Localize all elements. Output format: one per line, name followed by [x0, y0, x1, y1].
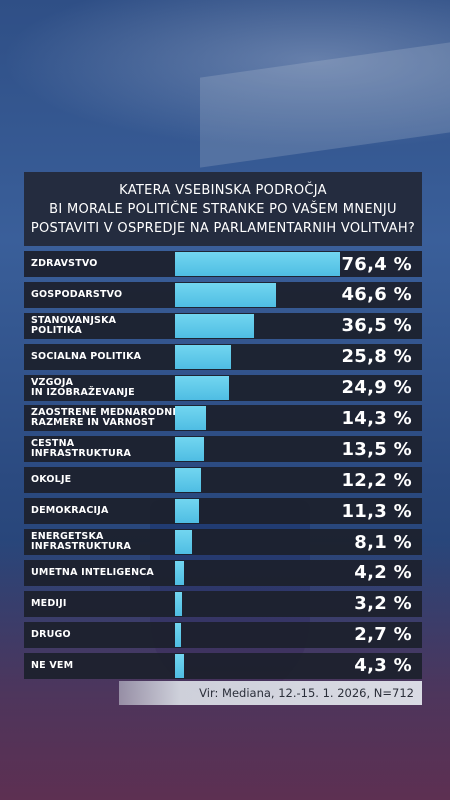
bar — [175, 437, 205, 462]
category-label: CESTNA INFRASTRUKTURA — [31, 438, 132, 460]
value-label: 36,5 % — [341, 315, 412, 337]
category-label: STANOVANJSKA POLITIKA — [31, 314, 117, 336]
bar — [175, 591, 182, 616]
value-label: 46,6 % — [341, 284, 412, 306]
chart-row: DRUGO 2,7 % — [24, 621, 422, 648]
category-label: SOCIALNA POLITIKA — [31, 350, 142, 362]
value-label: 25,8 % — [341, 346, 412, 368]
chart-row: STANOVANJSKA POLITIKA 36,5 % — [24, 312, 422, 339]
background-glow — [0, 0, 450, 150]
category-label: ZAOSTRENE MEDNARODNE RAZMERE IN VARNOST — [31, 407, 180, 429]
category-label: NE VEM — [31, 659, 74, 671]
bar — [175, 375, 229, 400]
chart-row: CESTNA INFRASTRUKTURA 13,5 % — [24, 436, 422, 463]
chart-row: GOSPODARSTVO 46,6 % — [24, 281, 422, 308]
category-label: ZDRAVSTVO — [31, 258, 98, 269]
chart-row: ZDRAVSTVO 76,4 % — [24, 251, 422, 277]
category-label: ENERGETSKA INFRASTRUKTURA — [31, 531, 132, 553]
value-label: 13,5 % — [341, 438, 412, 460]
value-label: 76,4 % — [341, 253, 412, 275]
bar — [175, 252, 340, 276]
category-label: OKOLJE — [31, 474, 72, 486]
bar — [175, 313, 254, 338]
chart-row: MEDIJI 3,2 % — [24, 590, 422, 617]
chart-row: DEMOKRACIJA 11,3 % — [24, 498, 422, 525]
source-text: Vir: Mediana, 12.-15. 1. 2026, N=712 — [199, 686, 414, 700]
value-label: 2,7 % — [354, 624, 412, 646]
chart-row: NE VEM 4,3 % — [24, 652, 422, 679]
bar — [175, 282, 276, 307]
chart-row: VZGOJA IN IZOBRAŽEVANJE 24,9 % — [24, 374, 422, 401]
value-label: 4,3 % — [354, 655, 412, 677]
value-label: 8,1 % — [354, 531, 412, 553]
chart-title: KATERA VSEBINSKA PODROČJA BI MORALE POLI… — [24, 172, 422, 246]
value-label: 4,2 % — [354, 562, 412, 584]
chart-row: ENERGETSKA INFRASTRUKTURA 8,1 % — [24, 529, 422, 556]
category-label: DRUGO — [31, 628, 71, 640]
bar — [175, 406, 206, 431]
category-label: VZGOJA IN IZOBRAŽEVANJE — [31, 376, 135, 398]
bar — [175, 560, 185, 585]
bar — [175, 499, 200, 524]
bar — [175, 468, 202, 493]
value-label: 24,9 % — [341, 377, 412, 399]
bar-chart: ZDRAVSTVO 76,4 % GOSPODARSTVO 46,6 % STANOVA… — [24, 251, 422, 683]
chart-row: SOCIALNA POLITIKA 25,8 % — [24, 343, 422, 370]
value-label: 12,2 % — [341, 469, 412, 491]
bar — [175, 653, 185, 678]
category-label: DEMOKRACIJA — [31, 505, 109, 517]
source-note: Vir: Mediana, 12.-15. 1. 2026, N=712 — [119, 681, 422, 705]
chart-row: ZAOSTRENE MEDNARODNE RAZMERE IN VARNOST 1… — [24, 405, 422, 432]
chart-row: OKOLJE 12,2 % — [24, 467, 422, 494]
value-label: 3,2 % — [354, 593, 412, 615]
category-label: UMETNA INTELIGENCA — [31, 566, 154, 578]
value-label: 14,3 % — [341, 407, 412, 429]
category-label: GOSPODARSTVO — [31, 288, 123, 300]
bar — [175, 530, 193, 555]
bar — [175, 344, 231, 369]
chart-row: UMETNA INTELIGENCA 4,2 % — [24, 559, 422, 586]
value-label: 11,3 % — [341, 500, 412, 522]
bar — [175, 622, 181, 647]
category-label: MEDIJI — [31, 597, 67, 609]
